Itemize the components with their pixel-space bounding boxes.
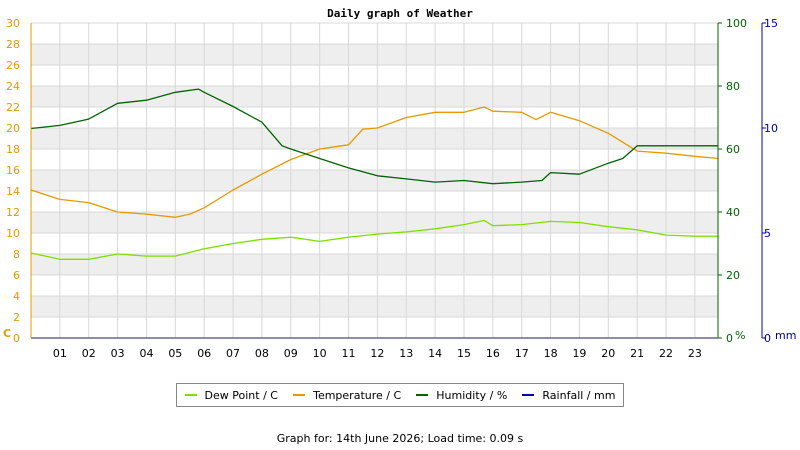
rain-unit-label: mm: [775, 329, 796, 342]
humidity-tick-label: 40: [726, 206, 740, 219]
temp-tick-label: 24: [6, 80, 20, 93]
x-tick-label: 22: [659, 347, 673, 360]
plot-background: [31, 23, 718, 338]
legend-label: Temperature / C: [313, 388, 402, 402]
legend-item-dew-point: Dew Point / C: [184, 388, 278, 402]
footer-text: Graph for: 14th June 2026; Load time: 0.…: [276, 432, 524, 445]
plot-band: [31, 212, 718, 233]
temp-tick-label: 4: [13, 290, 20, 303]
humidity-swatch: [416, 394, 429, 396]
temperature-swatch: [293, 394, 306, 396]
temp-tick-label: 20: [6, 122, 20, 135]
x-tick-label: 16: [486, 347, 500, 360]
x-tick-label: 11: [342, 347, 356, 360]
rain-tick-label: 0: [764, 332, 771, 345]
x-tick-label: 05: [168, 347, 182, 360]
x-tick-label: 12: [370, 347, 384, 360]
legend-item-humidity: Humidity / %: [416, 389, 507, 402]
temp-tick-label: 2: [13, 311, 20, 324]
x-tick-label: 01: [53, 347, 67, 360]
humidity-tick-label: 100: [726, 17, 747, 30]
x-tick-label: 17: [515, 347, 529, 360]
rainfall-swatch: [522, 394, 535, 396]
legend-label: Humidity / %: [436, 388, 508, 402]
temp-tick-label: 16: [6, 164, 20, 177]
x-tick-label: 13: [399, 347, 413, 360]
x-tick-label: 09: [284, 347, 298, 360]
humidity-unit-label: %: [735, 329, 745, 342]
x-tick-label: 23: [688, 347, 702, 360]
dew-point-swatch: [184, 394, 197, 396]
x-tick-label: 02: [82, 347, 96, 360]
temp-tick-label: 14: [6, 185, 20, 198]
x-tick-label: 04: [139, 347, 153, 360]
plot-band: [31, 254, 718, 275]
x-tick-label: 19: [572, 347, 586, 360]
axes: [30, 23, 763, 339]
plot-band: [31, 86, 718, 107]
legend-item-rainfall: Rainfall / mm: [522, 389, 615, 402]
humidity-tick-label: 60: [726, 143, 740, 156]
legend-label: Dew Point / C: [204, 388, 278, 402]
x-tick-label: 06: [197, 347, 211, 360]
temp-tick-label: 12: [6, 206, 20, 219]
tick-labels: 0246810121416182022242628300204060801000…: [6, 17, 778, 360]
legend-item-temperature: Temperature / C: [293, 389, 401, 402]
series-line-temperature: [30, 106, 719, 218]
series-line-dew: [30, 219, 718, 260]
temp-unit-label: C: [3, 327, 11, 340]
rain-tick-label: 10: [764, 122, 778, 135]
x-tick-label: 03: [111, 347, 125, 360]
humidity-tick-label: 0: [726, 332, 733, 345]
legend-label: Rainfall / mm: [542, 388, 616, 402]
plot-band: [31, 170, 718, 191]
x-tick-label: 07: [226, 347, 240, 360]
x-tick-label: 20: [601, 347, 615, 360]
x-tick-label: 18: [544, 347, 558, 360]
x-tick-label: 10: [313, 347, 327, 360]
temp-tick-label: 22: [6, 101, 20, 114]
humidity-tick-label: 20: [726, 269, 740, 282]
temp-tick-label: 10: [6, 227, 20, 240]
x-tick-label: 15: [457, 347, 471, 360]
rain-tick-label: 15: [764, 17, 778, 30]
chart-title: Daily graph of Weather: [327, 7, 473, 20]
temp-tick-label: 6: [13, 269, 20, 282]
plot-band: [31, 296, 718, 317]
plot-band: [31, 44, 718, 65]
legend: Dew Point / C Temperature / C Humidity /…: [176, 383, 624, 407]
temp-tick-label: 18: [6, 143, 20, 156]
temp-tick-label: 0: [13, 332, 20, 345]
rain-tick-label: 5: [764, 227, 771, 240]
temp-tick-label: 26: [6, 59, 20, 72]
plot-band: [31, 128, 718, 149]
series-line-humidity: [30, 88, 718, 185]
x-tick-label: 14: [428, 347, 442, 360]
temp-tick-label: 28: [6, 38, 20, 51]
temp-tick-label: 8: [13, 248, 20, 261]
weather-chart: Daily graph of Weather 02468101214161820…: [3, 7, 796, 360]
temp-tick-label: 30: [6, 17, 20, 30]
humidity-tick-label: 80: [726, 80, 740, 93]
x-tick-label: 21: [630, 347, 644, 360]
x-tick-label: 08: [255, 347, 269, 360]
